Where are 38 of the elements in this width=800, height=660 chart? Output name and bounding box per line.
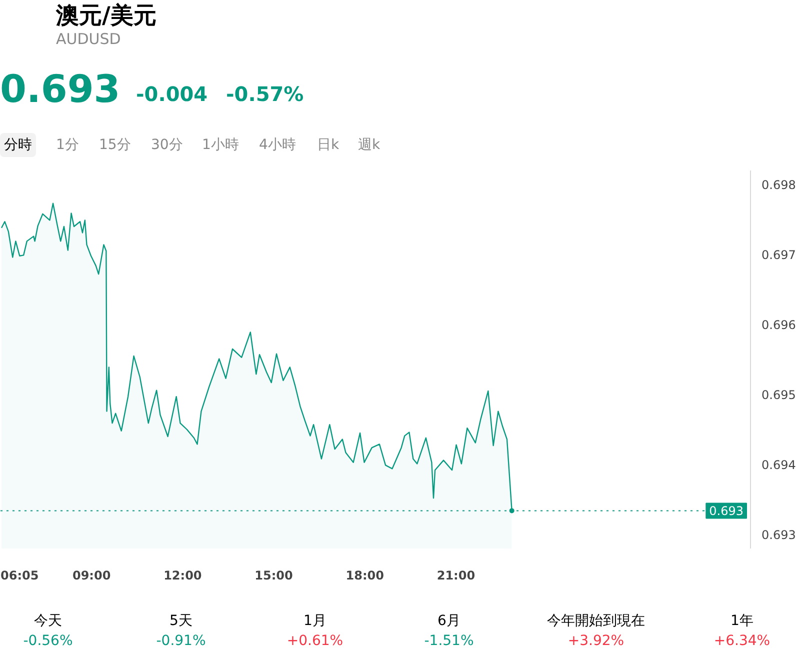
- y-tick-label: 0.697: [762, 248, 796, 262]
- y-tick-label: 0.694: [762, 458, 796, 472]
- text: 1小時: [201, 136, 240, 155]
- text: -0.91%: [155, 632, 207, 651]
- ref-line-label: 0.693: [709, 504, 744, 518]
- text: 1月: [302, 612, 328, 631]
- y-tick-label: 0.696: [762, 318, 796, 332]
- chart-title: 澳元/美元: [56, 3, 156, 29]
- text: -0.56%: [22, 632, 74, 651]
- text: -0.57%: [226, 81, 304, 108]
- text: 今天: [33, 612, 63, 631]
- text: +0.61%: [286, 632, 344, 651]
- text: 日k: [316, 136, 340, 155]
- x-tick-label: 18:00: [346, 568, 384, 582]
- chart-subtitle: AUDUSD: [56, 29, 121, 50]
- text: +3.92%: [566, 632, 626, 651]
- x-tick-label: 15:00: [254, 568, 293, 582]
- text: 15分: [98, 136, 132, 155]
- y-tick-label: 0.693: [762, 528, 796, 542]
- text: 30分: [150, 136, 184, 155]
- x-tick-label: 09:00: [72, 568, 111, 582]
- text: -1.51%: [423, 632, 475, 651]
- text: 1分: [55, 136, 80, 155]
- text: +6.34%: [712, 632, 772, 651]
- text: 1年: [730, 612, 754, 631]
- text: 分時: [0, 133, 36, 157]
- text: 0.693: [0, 66, 120, 113]
- y-tick-label: 0.698: [762, 178, 796, 192]
- x-tick-label: 21:00: [436, 568, 476, 582]
- y-tick-label: 0.695: [762, 388, 796, 402]
- text: 週k: [357, 136, 382, 155]
- x-tick-label: 12:00: [164, 568, 202, 582]
- text: 5天: [168, 612, 194, 631]
- x-tick-label: 06:05: [0, 568, 39, 582]
- text: 6月: [436, 612, 462, 631]
- text: -0.004: [136, 81, 208, 108]
- text: 4小時: [258, 136, 297, 155]
- text: 今年開始到現在: [546, 612, 646, 631]
